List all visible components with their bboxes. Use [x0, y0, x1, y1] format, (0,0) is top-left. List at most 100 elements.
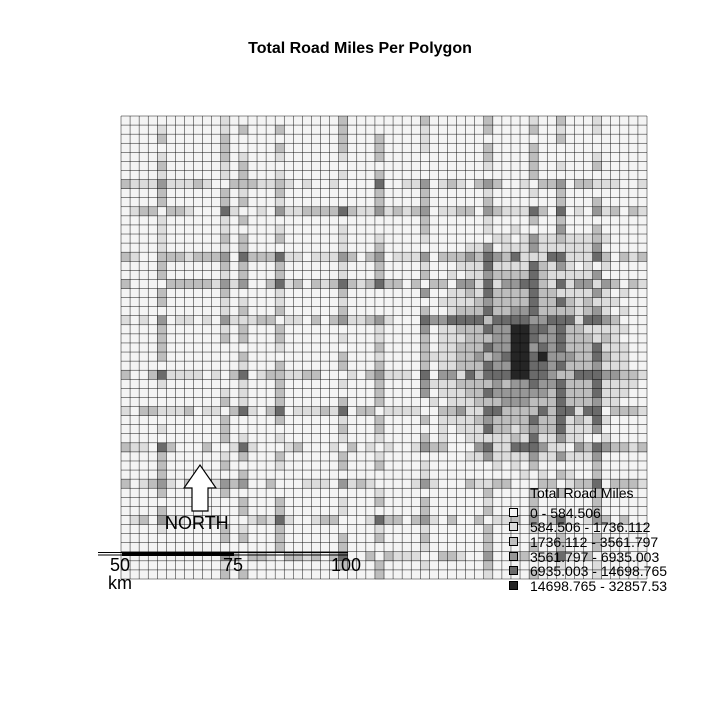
grid-cell: [474, 415, 485, 425]
grid-cell: [547, 288, 557, 298]
grid-cell: [520, 306, 530, 317]
grid-cell: [311, 515, 321, 525]
grid-cell: [402, 406, 412, 416]
grid-cell: [438, 406, 448, 416]
grid-cell: [610, 479, 621, 489]
grid-cell: [592, 288, 602, 298]
grid-cell: [456, 324, 466, 335]
grid-cell: [601, 370, 612, 380]
grid-cell: [501, 270, 512, 280]
grid-cell: [483, 143, 494, 153]
grid-cell: [220, 116, 231, 126]
grid-cell: [121, 279, 131, 289]
grid-cell: [420, 533, 430, 543]
grid-cell: [556, 488, 566, 498]
grid-cell: [565, 424, 575, 435]
grid-cell: [284, 252, 294, 262]
grid-cell: [275, 388, 285, 398]
grid-cell: [492, 515, 503, 525]
grid-cell: [420, 379, 430, 389]
grid-cell: [220, 524, 231, 534]
grid-cell: [447, 361, 457, 371]
grid-cell: [547, 551, 557, 562]
grid-cell: [157, 333, 167, 344]
grid-cell: [574, 243, 584, 253]
grid-cell: [556, 252, 566, 262]
grid-cell: [601, 252, 612, 262]
grid-cell: [520, 297, 530, 307]
grid-cell: [501, 479, 512, 489]
grid-cell: [474, 243, 485, 253]
grid-cell: [592, 533, 602, 543]
grid-cell: [157, 243, 167, 253]
grid-cell: [492, 315, 503, 326]
grid-cell: [338, 125, 349, 135]
grid-cell: [338, 279, 349, 289]
grid-cell: [483, 161, 494, 171]
grid-cell: [474, 361, 485, 371]
grid-cell: [529, 524, 539, 534]
grid-cell: [492, 352, 503, 362]
grid-cell: [220, 252, 231, 262]
grid-cell: [556, 324, 566, 335]
grid-cell: [184, 206, 194, 217]
grid-cell: [157, 470, 167, 480]
grid-cell: [157, 524, 167, 534]
grid-cell: [275, 506, 285, 516]
grid-cell: [574, 397, 584, 407]
grid-cell: [520, 388, 530, 398]
grid-cell: [483, 270, 494, 280]
grid-cell: [429, 479, 439, 489]
grid-cell: [520, 424, 530, 435]
grid-cell: [574, 388, 584, 398]
grid-cell: [520, 270, 530, 280]
grid-cell: [556, 470, 566, 480]
grid-cell: [538, 324, 548, 335]
grid-cell: [547, 252, 557, 262]
grid-cell: [474, 515, 485, 525]
grid-cell: [583, 234, 593, 244]
grid-cell: [492, 370, 503, 380]
grid-cell: [483, 279, 494, 289]
grid-cell: [130, 179, 140, 189]
grid-cell: [501, 297, 512, 307]
grid-cell: [556, 270, 566, 280]
grid-cell: [447, 515, 457, 525]
grid-cell: [456, 279, 466, 289]
grid-cell: [483, 379, 494, 389]
grid-cell: [402, 206, 412, 217]
grid-cell: [456, 352, 466, 362]
grid-cell: [483, 424, 494, 435]
grid-cell: [574, 451, 584, 462]
grid-cell: [456, 297, 466, 307]
grid-cell: [601, 379, 612, 389]
grid-cell: [592, 179, 602, 189]
grid-cell: [374, 460, 385, 471]
grid-cell: [592, 152, 602, 162]
grid-cell: [547, 397, 557, 407]
grid-cell: [529, 433, 539, 444]
grid-cell: [520, 370, 530, 380]
grid-cell: [275, 252, 285, 262]
grid-cell: [175, 315, 185, 326]
grid-cell: [592, 560, 602, 571]
grid-cell: [601, 442, 612, 453]
grid-cell: [483, 569, 494, 580]
grid-cell: [529, 442, 539, 453]
grid-cell: [510, 406, 521, 416]
grid-cell: [238, 388, 249, 398]
grid-cell: [247, 179, 258, 189]
grid-cell: [538, 551, 548, 562]
grid-cell: [420, 479, 430, 489]
grid-cell: [592, 415, 602, 425]
grid-cell: [583, 261, 593, 271]
grid-cell: [238, 306, 249, 317]
grid-cell: [374, 415, 385, 425]
grid-cell: [157, 515, 167, 525]
grid-cell: [184, 406, 194, 416]
grid-cell: [157, 424, 167, 435]
grid-cell: [420, 288, 430, 298]
grid-cell: [284, 179, 294, 189]
grid-cell: [374, 170, 385, 180]
grid-cell: [529, 569, 539, 580]
